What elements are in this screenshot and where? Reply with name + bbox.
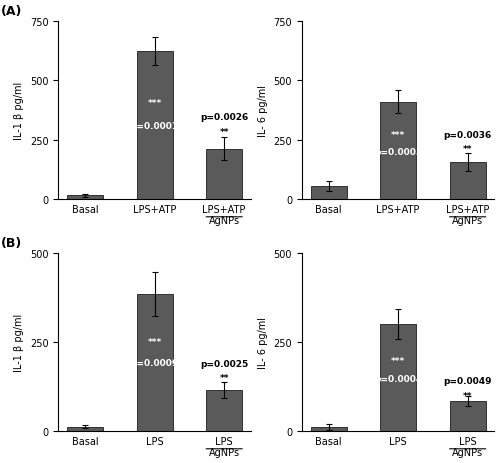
Text: p=0.0003: p=0.0003 bbox=[374, 148, 422, 157]
Bar bbox=[206, 390, 242, 431]
Bar bbox=[136, 294, 173, 431]
Y-axis label: IL- 6 pg/ml: IL- 6 pg/ml bbox=[258, 316, 268, 368]
Y-axis label: IL- 6 pg/ml: IL- 6 pg/ml bbox=[258, 85, 268, 137]
Text: p=0.0009: p=0.0009 bbox=[130, 359, 179, 368]
Text: p=0.0049: p=0.0049 bbox=[444, 376, 492, 385]
Bar bbox=[67, 427, 104, 431]
Text: ***: *** bbox=[148, 337, 162, 346]
Bar bbox=[136, 52, 173, 200]
Text: **: ** bbox=[220, 374, 229, 382]
Text: ***: *** bbox=[391, 356, 406, 365]
Text: p=0.0004: p=0.0004 bbox=[374, 375, 422, 384]
Text: (A): (A) bbox=[0, 5, 22, 18]
Text: p=0.0036: p=0.0036 bbox=[444, 130, 492, 139]
Text: **: ** bbox=[463, 144, 472, 154]
Text: **: ** bbox=[463, 391, 472, 400]
Y-axis label: IL-1 β pg/ml: IL-1 β pg/ml bbox=[14, 313, 24, 371]
Bar bbox=[67, 196, 104, 200]
Bar bbox=[310, 427, 346, 431]
Bar bbox=[310, 187, 346, 200]
Text: p=0.0001: p=0.0001 bbox=[130, 122, 179, 131]
Bar bbox=[450, 401, 486, 431]
Bar bbox=[380, 325, 416, 431]
Text: p=0.0026: p=0.0026 bbox=[200, 113, 248, 122]
Text: p=0.0025: p=0.0025 bbox=[200, 359, 248, 368]
Y-axis label: IL-1 β pg/ml: IL-1 β pg/ml bbox=[14, 81, 24, 140]
Text: ***: *** bbox=[391, 130, 406, 139]
Text: ***: *** bbox=[148, 99, 162, 108]
Bar bbox=[450, 163, 486, 200]
Text: **: ** bbox=[220, 127, 229, 137]
Bar bbox=[380, 102, 416, 200]
Bar bbox=[206, 149, 242, 200]
Text: (B): (B) bbox=[0, 237, 22, 250]
